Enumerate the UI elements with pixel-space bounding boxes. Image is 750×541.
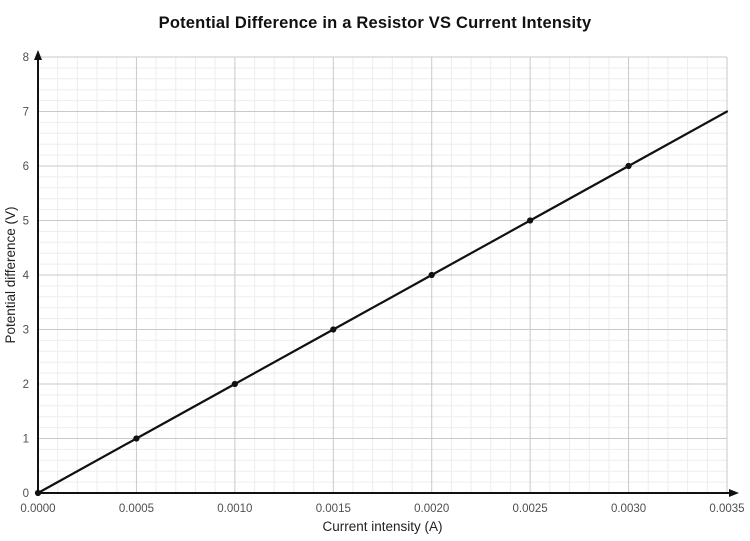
- x-tick-label: 0.0025: [513, 503, 548, 515]
- y-tick-label: 1: [23, 434, 29, 446]
- data-point-marker: [527, 217, 534, 224]
- data-line: [36, 110, 729, 495]
- y-tick-label: 4: [23, 270, 30, 282]
- x-axis-title: Current intensity (A): [322, 519, 442, 534]
- y-tick-label: 7: [23, 107, 29, 119]
- x-tick-label: 0.0035: [709, 503, 744, 515]
- data-point-marker: [133, 435, 140, 442]
- y-tick-label: 8: [23, 52, 29, 64]
- data-point-marker: [330, 326, 337, 333]
- data-point-marker: [231, 380, 238, 388]
- x-tick-label: 0.0010: [217, 503, 252, 515]
- y-tick-label: 2: [23, 379, 29, 391]
- x-tick-label: 0.0020: [414, 503, 449, 515]
- y-tick-label: 5: [23, 216, 29, 228]
- x-tick-label: 0.0000: [20, 503, 55, 515]
- y-axis-title: Potential difference (V): [3, 206, 18, 343]
- data-point-marker: [625, 162, 632, 170]
- y-tick-label: 6: [23, 161, 29, 173]
- y-axis-arrow-icon: [34, 50, 42, 60]
- data-point-marker: [428, 271, 435, 279]
- x-axis-arrow-icon: [729, 489, 739, 497]
- y-tick-label: 3: [23, 325, 29, 337]
- chart-title: Potential Difference in a Resistor VS Cu…: [158, 14, 592, 32]
- x-tick-label: 0.0015: [316, 503, 351, 515]
- x-tick-label: 0.0005: [119, 503, 154, 515]
- y-tick-label: 0: [23, 488, 29, 500]
- x-tick-label: 0.0030: [611, 503, 646, 515]
